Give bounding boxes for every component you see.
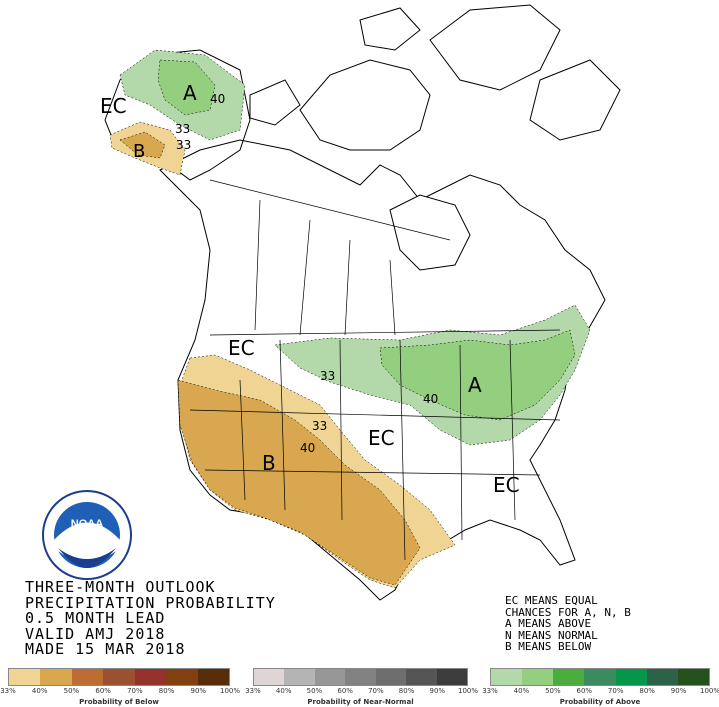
province-boundaries — [209, 179, 451, 336]
legend-below-tick: 90% — [190, 687, 207, 695]
legend-above-swatches — [490, 668, 710, 686]
legend-normal-swatch — [284, 669, 315, 685]
legend-below-swatch — [166, 669, 198, 685]
legend-below-swatches — [8, 668, 230, 686]
legend-below-tick: 80% — [158, 687, 175, 695]
below-alaska-label: B — [133, 141, 145, 162]
legend-below-tick: 33% — [0, 687, 16, 695]
legend-normal-swatches — [253, 668, 468, 686]
legend-above-swatch — [584, 669, 616, 685]
ec-alaska-label: EC — [100, 94, 127, 118]
title-line: THREE-MONTH OUTLOOK — [25, 578, 216, 596]
contour-33-alaska: 33 — [175, 122, 190, 136]
contour-33-sw: 33 — [312, 419, 327, 433]
legend-above-tick: 40% — [513, 687, 530, 695]
state-boundaries — [189, 329, 561, 561]
legend-above: 33% 40% 50% 60% 70% 80% 90% 100% Probability of… — [482, 668, 719, 706]
legend-normal-swatch — [406, 669, 437, 685]
legend-below-swatch — [197, 669, 229, 685]
legend-normal-swatch — [345, 669, 376, 685]
legend-normal-title: Probability of Near-Normal — [307, 698, 414, 706]
legend-normal-ticks: 33% 40% 50% 60% 70% 80% 90% 100% — [245, 687, 478, 698]
title-line: 0.5 MONTH LEAD — [25, 609, 166, 627]
legend-normal-tick: 40% — [275, 687, 292, 695]
legend-above-swatch — [491, 669, 523, 685]
legend-below-swatch — [134, 669, 167, 685]
legend-above-swatch — [615, 669, 647, 685]
ec-west-label: EC — [228, 336, 255, 360]
ec-southeast-label: EC — [493, 473, 520, 497]
alaska-above-40 — [157, 59, 216, 116]
key-block: EC MEANS EQUAL CHANCES FOR A, N, B A MEA… — [505, 595, 631, 653]
legend-below-swatch — [71, 669, 104, 685]
legend-above-tick: 80% — [639, 687, 655, 695]
legend-normal-tick: 100% — [457, 687, 479, 695]
above-greatlakes-label: A — [468, 373, 482, 397]
noaa-logo-text: NOAA — [71, 518, 103, 530]
legend-below-swatch — [9, 669, 41, 685]
legend-normal-tick: 70% — [368, 687, 384, 695]
legend-above-swatch — [522, 669, 554, 685]
noaa-logo: NOAA — [42, 490, 132, 580]
legend-above-swatch — [553, 669, 585, 685]
legend-above-tick: 33% — [482, 687, 498, 695]
ec-plains-label: EC — [368, 426, 395, 450]
key-line: CHANCES FOR A, N, B — [505, 605, 631, 619]
contour-40-north: 40 — [423, 392, 438, 406]
legend-above-tick: 70% — [607, 687, 624, 695]
north-above-40 — [379, 329, 576, 421]
legend-normal-swatch — [254, 669, 285, 685]
above-alaska-label: A — [183, 81, 197, 105]
legend-above-tick: 60% — [576, 687, 593, 695]
legend-normal-tick: 90% — [429, 687, 446, 695]
title-line: VALID AMJ 2018 — [25, 624, 166, 643]
legend-below: 33% 40% 50% 60% 70% 80% 90% 100% Probability of… — [0, 668, 240, 706]
contour-40-sw: 40 — [300, 441, 315, 455]
legend-above-title: Probability of Above — [559, 698, 641, 706]
legend-normal-swatch — [314, 669, 346, 685]
legend-above-ticks: 33% 40% 50% 60% 70% 80% 90% 100% — [482, 687, 719, 698]
legend-normal-tick: 60% — [337, 687, 353, 695]
hudson-bay — [389, 194, 471, 271]
legend-above-swatch — [646, 669, 678, 685]
legend-normal-tick: 33% — [245, 687, 261, 695]
alaska-below-40 — [119, 131, 166, 159]
legend-below-tick: 60% — [95, 687, 111, 695]
legend-normal-swatch — [436, 669, 467, 685]
contour-33-north: 33 — [320, 369, 335, 383]
legend-below-swatch — [40, 669, 72, 685]
title-line: MADE 15 MAR 2018 — [25, 640, 186, 658]
legend-below-title: Probability of Below — [79, 698, 159, 706]
key-line: EC MEANS EQUAL — [505, 594, 598, 607]
legend-below-tick: 70% — [127, 687, 143, 695]
southwest-below-40 — [177, 379, 421, 586]
contour-33-alaska-b: 33 — [176, 138, 191, 152]
legend-normal-swatch — [375, 669, 407, 685]
outlook-title-block: THREE-MONTH OUTLOOK PRECIPITATION PROBAB… — [25, 578, 276, 658]
legend-normal: 33% 40% 50% 60% 70% 80% 90% 100% Probability of… — [245, 668, 478, 706]
below-sw-label: B — [262, 451, 276, 475]
key-line: B MEANS BELOW — [505, 640, 592, 654]
legend-above-tick: 90% — [670, 687, 687, 695]
legend-above-tick: 50% — [545, 687, 561, 695]
legend-above-swatch — [677, 669, 709, 685]
legend-below-swatch — [103, 669, 135, 685]
legend-below-ticks: 33% 40% 50% 60% 70% 80% 90% 100% — [0, 687, 240, 698]
legend-normal-tick: 50% — [306, 687, 323, 695]
legend-below-tick: 40% — [31, 687, 48, 695]
legend-above-tick: 100% — [699, 687, 719, 695]
key-line: N MEANS NORMAL — [505, 628, 598, 642]
title-line: PRECIPITATION PROBABILITY — [25, 593, 276, 612]
legend-below-tick: 100% — [219, 687, 241, 695]
legend-below-tick: 50% — [63, 687, 80, 695]
legend-normal-tick: 80% — [398, 687, 415, 695]
key-line: A MEANS ABOVE — [505, 617, 592, 631]
arctic-islands — [249, 4, 621, 151]
contour-40-alaska: 40 — [210, 92, 225, 106]
